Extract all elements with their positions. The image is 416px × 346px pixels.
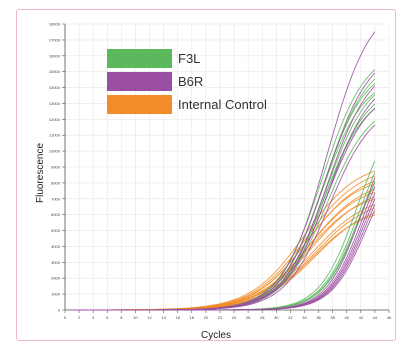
legend-label-internal-control: Internal Control	[178, 97, 267, 112]
x-tick-label: 40	[345, 315, 350, 320]
x-tick-label: 22	[218, 315, 223, 320]
chart-legend: F3L B6R Internal Control	[107, 49, 267, 114]
y-tick-label: 9000	[51, 165, 61, 170]
x-tick-label: 6	[106, 315, 109, 320]
x-tick-label: 18	[190, 315, 195, 320]
x-tick-label: 4	[92, 315, 95, 320]
y-tick-label: 11000	[49, 133, 61, 138]
y-tick-label: 4000	[51, 244, 61, 249]
amplification-chart: 0 2 4 6 8 10 12 14 16 18 20 22 24 26 28 30 32 34 36 38 40 42 4…	[35, 22, 392, 341]
x-tick-label: 24	[232, 315, 237, 320]
x-tick-label: 44	[373, 315, 378, 320]
y-axis-title: Fluorescence	[35, 143, 46, 203]
y-tick-label: 0	[58, 308, 61, 313]
y-tick-label: 14000	[49, 85, 61, 90]
y-tick-label: 13000	[49, 101, 61, 106]
amplification-curve-b6r	[72, 198, 376, 311]
x-tick-label: 16	[175, 315, 180, 320]
x-tick-label: 34	[302, 315, 307, 320]
amplification-curve-b6r	[72, 124, 376, 311]
amplification-curve-f3l	[72, 120, 376, 311]
legend-swatch-internal-control	[107, 95, 172, 114]
y-tick-label: 15000	[49, 69, 61, 74]
y-tick-label: 10000	[49, 149, 61, 154]
y-tick-label: 7000	[51, 196, 61, 201]
y-tick-label: 6000	[51, 212, 61, 217]
legend-swatch-f3l	[107, 49, 172, 68]
x-tick-label: 10	[133, 315, 138, 320]
x-tick-label: 36	[316, 315, 321, 320]
x-tick-label: 2	[78, 315, 81, 320]
y-tick-label: 16000	[49, 53, 61, 58]
x-tick-label: 14	[161, 315, 166, 320]
x-tick-label: 38	[330, 315, 335, 320]
y-tick-label: 2000	[51, 276, 61, 281]
amplification-curves	[72, 31, 376, 311]
x-tick-label: 26	[246, 315, 251, 320]
amplification-curve-internal-control	[72, 198, 376, 311]
y-tick-label: 3000	[51, 260, 61, 265]
amplification-curve-internal-control	[72, 207, 376, 311]
x-tick-label: 12	[147, 315, 152, 320]
x-tick-label: 20	[204, 315, 209, 320]
x-axis-title: Cycles	[201, 330, 231, 341]
x-tick-label: 8	[120, 315, 123, 320]
amplification-curve-b6r	[72, 209, 376, 311]
y-tick-label: 12000	[49, 117, 61, 122]
y-tick-labels: 0 1000 2000 3000 4000 5000 6000 7000 8000 9000 100…	[49, 22, 61, 313]
legend-swatch-b6r	[107, 72, 172, 91]
x-tick-label: 42	[359, 315, 364, 320]
amplification-curve-internal-control	[72, 212, 376, 311]
legend-label-b6r: B6R	[178, 74, 203, 89]
legend-label-f3l: F3L	[178, 51, 200, 66]
y-tick-label: 8000	[51, 180, 61, 185]
x-tick-label: 32	[288, 315, 293, 320]
x-tick-label: 46	[387, 315, 392, 320]
x-tick-label: 0	[64, 315, 67, 320]
y-tick-label: 5000	[51, 228, 61, 233]
y-tick-label: 17000	[49, 37, 61, 42]
chart-frame: 0 2 4 6 8 10 12 14 16 18 20 22 24 26 28 30 32 34 36 38 40 42 4…	[16, 9, 396, 341]
x-tick-labels: 0 2 4 6 8 10 12 14 16 18 20 22 24 26 28 30 32 34 36 38 40 42 4…	[64, 315, 392, 320]
x-tick-label: 28	[260, 315, 265, 320]
x-tick-label: 30	[274, 315, 279, 320]
y-tick-label: 18000	[49, 22, 61, 27]
y-tick-label: 1000	[51, 292, 61, 297]
